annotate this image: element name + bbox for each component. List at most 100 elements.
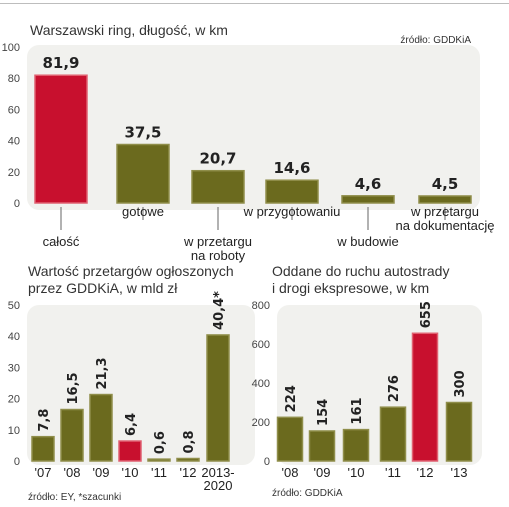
bar (276, 416, 304, 462)
y-tick-label: 0 (264, 456, 270, 468)
y-tick-label: 30 (8, 362, 20, 374)
y-tick-label: 800 (252, 300, 270, 312)
category-label: w przetargu (183, 234, 252, 249)
value-label: 161 (350, 397, 365, 424)
tender-value-chart: Wartość przetargów ogłoszonych przez GDD… (8, 263, 255, 503)
y-tick-label: 60 (8, 104, 20, 116)
tender-chart-y-axis: 0 10 20 30 40 50 (8, 300, 20, 468)
y-tick-label: 0 (14, 198, 20, 210)
bar (191, 169, 245, 204)
value-label: 4,6 (355, 175, 382, 193)
ring-chart-source: źródło: GDDKiA (400, 35, 471, 46)
roads-chart-source: źródło: GDDKiA (272, 488, 343, 499)
value-label: 300 (453, 370, 468, 397)
y-tick-label: 10 (8, 425, 20, 437)
bar (411, 332, 439, 462)
value-label: 21,3 (95, 357, 110, 389)
value-label: 37,5 (124, 124, 161, 142)
category-label: '11 (151, 465, 167, 480)
value-label: 14,6 (273, 159, 310, 177)
tender-chart-source: źródło: EY, *szacunki (28, 492, 121, 503)
y-tick-label: 600 (252, 339, 270, 351)
category-label: '13 (451, 465, 468, 480)
tender-chart-categories: '07 '08 '09 '10 '11 '12 2013-2020 (35, 465, 235, 493)
y-tick-label: 40 (8, 331, 20, 343)
y-tick-label: 0 (14, 456, 20, 468)
ring-length-chart: Warszawski ring, długość, w km źródło: G… (2, 22, 495, 263)
tender-chart-panel (27, 305, 255, 465)
value-label: 4,5 (432, 175, 459, 193)
value-label: 7,8 (37, 409, 52, 432)
category-label: '11 (385, 465, 401, 480)
value-label: 6,4 (124, 413, 139, 436)
roads-chart-title-line-1: Oddane do ruchu autostrady (272, 263, 449, 279)
bar (147, 458, 171, 462)
value-label: 224 (284, 385, 299, 412)
category-label: '12 (417, 465, 434, 480)
bar (418, 195, 472, 204)
category-label: '08 (64, 465, 81, 480)
value-label: 276 (387, 375, 402, 402)
category-label: '10 (122, 465, 139, 480)
bar (89, 393, 113, 462)
y-tick-label: 20 (8, 394, 20, 406)
ring-chart-bars: 81,9 37,5 20,7 14,6 4,6 4,5 (34, 54, 472, 204)
ring-chart-y-axis: 0 20 40 60 80 100 (2, 42, 20, 210)
value-label: 0,6 (153, 431, 168, 454)
category-label: '07 (35, 465, 52, 480)
category-label: '08 (282, 465, 299, 480)
category-label: '10 (348, 465, 365, 480)
bar (206, 334, 230, 462)
bar (265, 179, 319, 204)
category-label: na dokumentację (395, 218, 494, 233)
y-tick-label: 80 (8, 73, 20, 85)
value-label: 16,5 (66, 372, 81, 404)
bar (379, 406, 407, 462)
y-tick-label: 20 (8, 167, 20, 179)
y-tick-label: 200 (252, 417, 270, 429)
roads-chart-categories: '08 '09 '10 '11 '12 '13 (282, 465, 468, 480)
ring-chart-title: Warszawski ring, długość, w km (30, 22, 228, 38)
category-label: '09 (93, 465, 110, 480)
category-label: na roboty (191, 248, 246, 263)
category-label: gotowe (122, 204, 164, 219)
category-label: 2013- (201, 465, 234, 480)
bar (34, 74, 88, 204)
value-label: 655 (419, 301, 434, 328)
tender-chart-bars: 7,8 16,5 21,3 6,4 0,6 0,8 40,4* (31, 291, 230, 462)
y-tick-label: 100 (2, 42, 20, 54)
bar (341, 195, 395, 204)
category-label: '12 (180, 465, 197, 480)
category-label: 2020 (204, 478, 233, 493)
bar (118, 440, 142, 462)
bar (342, 428, 370, 462)
value-label: 154 (316, 399, 331, 426)
opened-roads-chart: Oddane do ruchu autostrady i drogi ekspr… (252, 263, 482, 499)
category-label: '09 (314, 465, 331, 480)
bar (176, 457, 200, 462)
ring-chart-panel (27, 45, 480, 210)
y-tick-label: 400 (252, 378, 270, 390)
y-tick-label: 50 (8, 300, 20, 312)
value-label: 0,8 (182, 430, 197, 453)
bar (445, 401, 473, 462)
bar (60, 408, 84, 462)
category-label: w przygotowaniu (243, 204, 341, 219)
category-label: w budowie (336, 234, 398, 249)
roads-chart-y-axis: 0 200 400 600 800 (252, 300, 270, 468)
y-tick-label: 40 (8, 136, 20, 148)
value-label: 20,7 (199, 150, 236, 168)
bar (31, 435, 55, 462)
tender-chart-title-line-2: przez GDDKiA, w mld zł (28, 280, 178, 296)
category-label: całość (43, 234, 80, 249)
category-label: w przetargu (410, 204, 479, 219)
roads-chart-bars: 224 154 161 276 655 300 (276, 301, 473, 462)
bar (308, 430, 336, 462)
bar (116, 143, 170, 204)
roads-chart-title-line-2: i drogi ekspresowe, w km (272, 280, 429, 296)
value-label: 40,4* (212, 291, 227, 330)
value-label: 81,9 (42, 54, 79, 72)
tender-chart-title-line-1: Wartość przetargów ogłoszonych (28, 263, 234, 279)
